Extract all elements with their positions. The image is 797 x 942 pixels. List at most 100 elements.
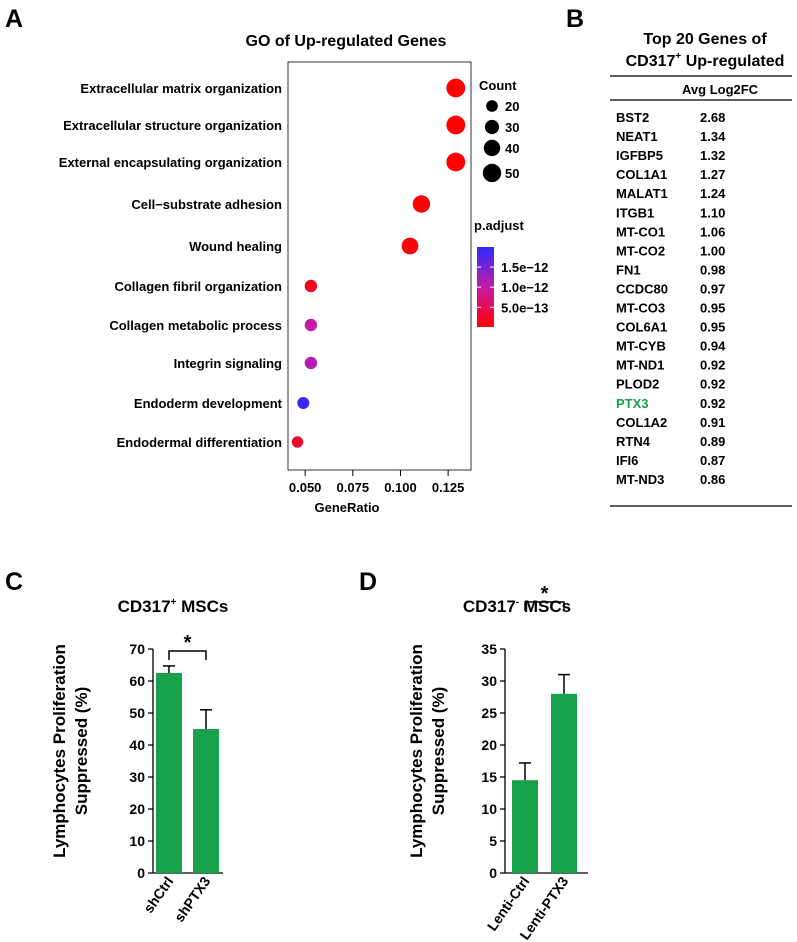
go-term-label: External encapsulating organization [59,155,282,170]
y-tick-label: 10 [129,833,145,849]
gene-name: MT-ND3 [616,472,664,487]
go-title: GO of Up-regulated Genes [246,33,447,50]
go-term-label: Endoderm development [134,396,283,411]
y-tick-label: 25 [481,705,497,721]
go-term-label: Extracellular matrix organization [80,81,282,96]
chart-c-y-label-line1: Lymphocytes Proliferation [50,644,69,858]
chart-d-title: CD317- MSCs [463,597,571,616]
y-tick-label: 70 [129,641,145,657]
chart-c-y-label-line2: Suppressed (%) [72,687,91,815]
gene-name: COL1A2 [616,415,667,430]
bar-chart-d: CD317- MSCs Lymphocytes Proliferation Su… [407,583,588,942]
go-term-label: Integrin signaling [174,356,282,371]
go-term-label: Cell−substrate adhesion [131,197,282,212]
gene-log2fc: 0.92 [700,358,725,373]
gene-log2fc: 0.92 [700,396,725,411]
go-x-tick-label: 0.075 [337,480,370,495]
gene-log2fc: 1.06 [700,224,725,239]
x-category-label: shCtrl [140,874,176,916]
y-tick-label: 35 [481,641,497,657]
go-term-label: Wound healing [189,239,282,254]
significance-marker: * [541,583,549,605]
count-legend-dot [486,100,498,112]
gene-log2fc: 0.97 [700,281,725,296]
gene-name: COL6A1 [616,320,667,335]
go-plot-frame [287,61,472,471]
gene-name: ITGB1 [616,205,654,220]
gene-name: MT-CYB [616,339,666,354]
gene-log2fc: 0.91 [700,415,725,430]
gene-log2fc: 1.34 [700,129,726,144]
panel-label-a: A [5,5,23,33]
go-dot [304,318,318,332]
y-tick-label: 5 [489,833,497,849]
y-tick-label: 30 [129,769,145,785]
padjust-legend-title: p.adjust [474,218,525,233]
gene-log2fc: 0.95 [700,301,725,316]
gene-log2fc: 0.94 [700,339,726,354]
count-legend-dot [483,139,501,157]
padjust-legend-label: 1.0e−12 [501,280,548,295]
chart-d-y-label-line1: Lymphocytes Proliferation [407,644,426,858]
gene-log2fc: 0.95 [700,320,725,335]
chart-d-y-label-line2: Suppressed (%) [429,687,448,815]
gene-name: MALAT1 [616,186,668,201]
go-dot [412,195,431,213]
gene-log2fc: 1.10 [700,205,725,220]
bar [156,673,182,873]
gene-name: MT-CO1 [616,224,665,239]
gene-name: MT-CO2 [616,243,665,258]
count-legend-dot [484,119,500,135]
gene-log2fc: 0.92 [700,377,725,392]
y-tick-label: 10 [481,801,497,817]
gene-log2fc: 0.86 [700,472,725,487]
go-term-label: Collagen fibril organization [114,279,282,294]
bar [512,780,538,873]
go-dot [297,397,310,409]
count-legend-title: Count [479,78,517,93]
bar [551,693,577,873]
y-tick-label: 60 [129,673,145,689]
y-tick-label: 0 [489,865,497,881]
gene-name: RTN4 [616,434,651,449]
x-category-label: shPTX3 [171,873,214,924]
bar-chart-c: CD317+ MSCs Lymphocytes Proliferation Su… [50,597,228,925]
gene-log2fc: 1.24 [700,186,726,201]
y-tick-label: 20 [129,801,145,817]
panel-label-c: C [5,568,23,596]
gene-name: MT-CO3 [616,301,665,316]
significance-bracket [524,601,565,611]
count-legend-label: 40 [505,141,519,156]
go-dot [446,115,466,135]
padjust-legend-label: 5.0e−13 [501,300,548,315]
gene-log2fc: 0.98 [700,262,725,277]
chart-c-title: CD317+ MSCs [118,597,229,616]
gene-log2fc: 1.00 [700,243,725,258]
count-legend-dot [482,163,502,183]
go-dotplot: GO of Up-regulated Genes Extracellular m… [59,33,549,515]
gene-name: BST2 [616,110,649,125]
go-term-label: Endodermal differentiation [117,435,282,450]
y-tick-label: 15 [481,769,497,785]
gene-log2fc: 0.87 [700,453,725,468]
y-tick-label: 20 [481,737,497,753]
gene-name: IFI6 [616,453,638,468]
padjust-legend-label: 1.5e−12 [501,260,548,275]
y-tick-label: 30 [481,673,497,689]
padjust-colorbar [477,247,494,327]
panel-label-d: D [359,568,377,596]
table-column-header: Avg Log2FC [682,82,759,97]
go-x-axis-label: GeneRatio [314,500,379,515]
gene-name: CCDC80 [616,281,668,296]
go-dot [304,356,318,370]
gene-log2fc: 1.32 [700,148,725,163]
count-legend-label: 50 [505,166,519,181]
go-term-label: Collagen metabolic process [109,318,282,333]
table-title-line2: CD317+ Up-regulated [626,51,785,70]
bar [193,729,219,873]
y-tick-label: 0 [137,865,145,881]
panel-label-b: B [566,5,584,33]
gene-name: MT-ND1 [616,358,664,373]
table-title-line1: Top 20 Genes of [643,31,767,48]
